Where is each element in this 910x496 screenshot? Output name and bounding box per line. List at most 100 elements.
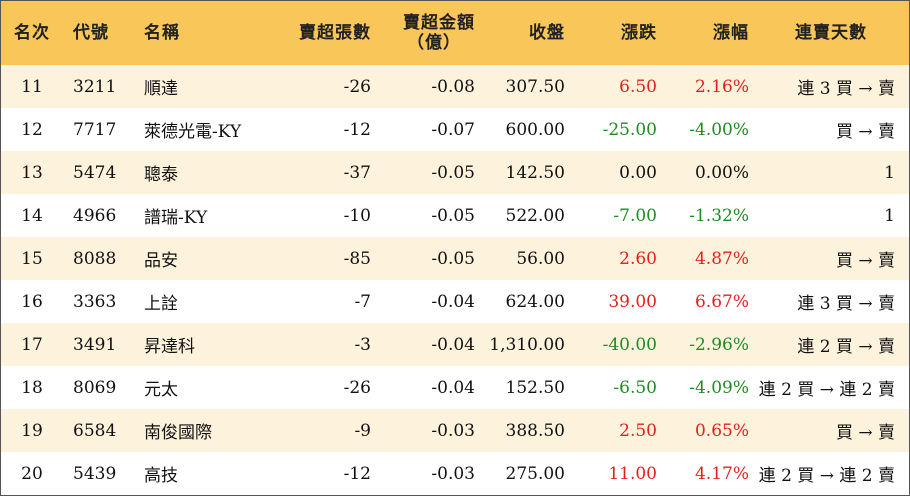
header-rank[interactable]: 名次 bbox=[14, 23, 50, 43]
cell-percent: 0.00% bbox=[694, 162, 749, 183]
cell-name: 高技 bbox=[144, 466, 178, 486]
table-row[interactable]: 12 7717 萊德光電-KY -12 -0.07 600.00 -25.00 -4.00% 買… bbox=[1, 108, 909, 151]
cell-amount: -0.05 bbox=[431, 162, 475, 183]
cell-percent: 6.67% bbox=[694, 291, 749, 312]
header-change[interactable]: 漲跌 bbox=[621, 23, 657, 43]
cell-change: 0.00 bbox=[619, 162, 657, 183]
cell-streak: 連 3 買 → 賣 bbox=[797, 294, 895, 314]
cell-change: 39.00 bbox=[608, 291, 657, 312]
cell-amount: -0.05 bbox=[431, 248, 475, 269]
cell-rank: 18 bbox=[21, 377, 43, 398]
table-header: 名次 代號 名稱 賣超張數 賣超金額 （億） 收盤 漲跌 漲幅 連賣天數 bbox=[1, 1, 909, 65]
cell-rank: 19 bbox=[21, 420, 43, 441]
table-row[interactable]: 18 8069 元太 -26 -0.04 152.50 -6.50 -4.09% 連 2 買 →… bbox=[1, 366, 909, 409]
table-row[interactable]: 19 6584 南俊國際 -9 -0.03 388.50 2.50 0.65% 買 → 賣 bbox=[1, 409, 909, 452]
cell-amount: -0.04 bbox=[431, 377, 475, 398]
cell-close: 624.00 bbox=[505, 291, 565, 312]
cell-percent: -4.09% bbox=[689, 377, 749, 398]
header-row: 名次 代號 名稱 賣超張數 賣超金額 （億） 收盤 漲跌 漲幅 連賣天數 bbox=[1, 1, 909, 65]
cell-code: 3211 bbox=[73, 76, 117, 97]
header-volume[interactable]: 賣超張數 bbox=[299, 23, 371, 43]
table-row[interactable]: 16 3363 上詮 -7 -0.04 624.00 39.00 6.67% 連 3 買 → 賣 bbox=[1, 280, 909, 323]
cell-rank: 13 bbox=[21, 162, 43, 183]
cell-close: 1,310.00 bbox=[489, 334, 565, 355]
cell-volume: -3 bbox=[354, 334, 371, 355]
cell-code: 5474 bbox=[73, 162, 117, 183]
cell-amount: -0.04 bbox=[431, 334, 475, 355]
cell-volume: -37 bbox=[343, 162, 371, 183]
header-streak[interactable]: 連賣天數 bbox=[795, 23, 867, 43]
header-code[interactable]: 代號 bbox=[73, 23, 109, 43]
cell-name: 南俊國際 bbox=[144, 423, 212, 443]
header-percent[interactable]: 漲幅 bbox=[713, 23, 749, 43]
cell-percent: 4.17% bbox=[694, 463, 749, 484]
cell-volume: -26 bbox=[343, 377, 371, 398]
cell-close: 388.50 bbox=[505, 420, 565, 441]
cell-amount: -0.08 bbox=[431, 76, 475, 97]
cell-rank: 16 bbox=[21, 291, 43, 312]
cell-streak: 1 bbox=[884, 205, 895, 226]
cell-volume: -12 bbox=[343, 463, 371, 484]
cell-name: 萊德光電-KY bbox=[144, 122, 242, 142]
cell-streak: 買 → 賣 bbox=[835, 423, 895, 443]
cell-volume: -12 bbox=[343, 119, 371, 140]
cell-change: -40.00 bbox=[602, 334, 657, 355]
cell-change: 2.50 bbox=[619, 420, 657, 441]
cell-close: 142.50 bbox=[505, 162, 565, 183]
cell-amount: -0.04 bbox=[431, 291, 475, 312]
cell-streak: 買 → 賣 bbox=[835, 251, 895, 271]
cell-streak: 1 bbox=[884, 162, 895, 183]
cell-volume: -85 bbox=[343, 248, 371, 269]
cell-volume: -7 bbox=[354, 291, 371, 312]
cell-rank: 12 bbox=[21, 119, 43, 140]
header-name[interactable]: 名稱 bbox=[144, 23, 180, 43]
table-row[interactable]: 15 8088 品安 -85 -0.05 56.00 2.60 4.87% 買 → 賣 bbox=[1, 237, 909, 280]
cell-name: 品安 bbox=[144, 251, 178, 271]
table-row[interactable]: 17 3491 昇達科 -3 -0.04 1,310.00 -40.00 -2.96% 連 2 … bbox=[1, 323, 909, 366]
cell-percent: 2.16% bbox=[694, 76, 749, 97]
cell-close: 275.00 bbox=[505, 463, 565, 484]
header-amount-line2: （億） bbox=[407, 33, 461, 53]
cell-name: 聰泰 bbox=[144, 165, 178, 185]
cell-name: 順達 bbox=[144, 79, 178, 99]
table-body: 11 3211 順達 -26 -0.08 307.50 6.50 2.16% 連 3 買 → 賣… bbox=[1, 65, 909, 495]
cell-code: 3363 bbox=[73, 291, 117, 312]
table-row[interactable]: 20 5439 高技 -12 -0.03 275.00 11.00 4.17% 連 2 買 → … bbox=[1, 452, 909, 495]
cell-streak: 買 → 賣 bbox=[835, 122, 895, 142]
header-amount[interactable]: 賣超金額 （億） bbox=[375, 1, 479, 65]
cell-name: 元太 bbox=[144, 380, 178, 400]
cell-change: 2.60 bbox=[619, 248, 657, 269]
cell-streak: 連 2 買 → 連 2 賣 bbox=[758, 466, 895, 486]
cell-code: 7717 bbox=[73, 119, 117, 140]
cell-rank: 14 bbox=[21, 205, 43, 226]
cell-percent: -2.96% bbox=[689, 334, 749, 355]
cell-volume: -10 bbox=[343, 205, 371, 226]
cell-close: 307.50 bbox=[505, 76, 565, 97]
cell-name: 譜瑞-KY bbox=[144, 208, 208, 228]
cell-percent: -1.32% bbox=[689, 205, 749, 226]
cell-amount: -0.03 bbox=[431, 420, 475, 441]
table-row[interactable]: 13 5474 聰泰 -37 -0.05 142.50 0.00 0.00% 1 bbox=[1, 151, 909, 194]
table-row[interactable]: 14 4966 譜瑞-KY -10 -0.05 522.00 -7.00 -1.32% 1 bbox=[1, 194, 909, 237]
cell-streak: 連 2 買 → 連 2 賣 bbox=[758, 380, 895, 400]
cell-code: 6584 bbox=[73, 420, 117, 441]
cell-code: 4966 bbox=[73, 205, 117, 226]
cell-code: 5439 bbox=[73, 463, 117, 484]
cell-percent: 4.87% bbox=[694, 248, 749, 269]
cell-rank: 20 bbox=[21, 463, 43, 484]
table-row[interactable]: 11 3211 順達 -26 -0.08 307.50 6.50 2.16% 連 3 買 → 賣 bbox=[1, 65, 909, 108]
cell-close: 522.00 bbox=[505, 205, 565, 226]
cell-rank: 15 bbox=[21, 248, 43, 269]
cell-volume: -9 bbox=[354, 420, 371, 441]
cell-change: 11.00 bbox=[608, 463, 657, 484]
cell-change: -6.50 bbox=[613, 377, 657, 398]
cell-change: -25.00 bbox=[602, 119, 657, 140]
cell-streak: 連 3 買 → 賣 bbox=[797, 79, 895, 99]
cell-code: 3491 bbox=[73, 334, 117, 355]
cell-percent: 0.65% bbox=[694, 420, 749, 441]
cell-name: 昇達科 bbox=[144, 337, 195, 357]
cell-amount: -0.03 bbox=[431, 463, 475, 484]
header-close[interactable]: 收盤 bbox=[529, 23, 565, 43]
